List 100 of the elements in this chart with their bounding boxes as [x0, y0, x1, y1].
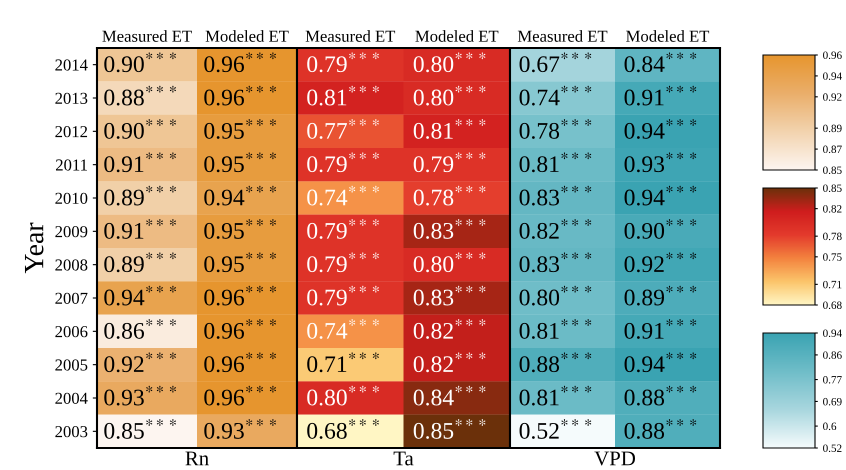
data-label: 0.94$^{***}$ [104, 286, 176, 306]
data-label: 0.80$^{***}$ [414, 252, 486, 272]
data-label: 0.93$^{***}$ [624, 152, 696, 172]
data-label: 0.83$^{***}$ [520, 186, 592, 206]
data-label: 0.74$^{***}$ [307, 186, 379, 206]
data-label: 0.88$^{***}$ [520, 352, 592, 372]
color-bar-label: 0.94 [823, 329, 842, 338]
data-label: 0.95$^{***}$ [204, 152, 276, 172]
data-label: 0.91$^{***}$ [104, 219, 176, 239]
data-label: 0.96$^{***}$ [204, 386, 276, 406]
data-label: 0.89$^{***}$ [624, 286, 696, 306]
color-bar-label: 0.85 [823, 166, 842, 174]
data-label: 0.78$^{***}$ [520, 119, 592, 139]
y-tick-label: 2005 [55, 359, 88, 371]
color-bar-label: 0.82 [823, 205, 842, 213]
data-label: 0.83$^{***}$ [414, 219, 486, 239]
y-tick-label: 2009 [55, 226, 88, 238]
data-label: 0.84$^{***}$ [414, 386, 486, 406]
data-label: 0.80$^{***}$ [414, 86, 486, 106]
data-label: 0.86$^{***}$ [104, 319, 176, 339]
color-bar-label: 0.52 [823, 444, 842, 452]
y-tick-label: 2006 [55, 326, 88, 338]
y-tick-label: 2004 [55, 392, 88, 404]
data-label: 0.95$^{***}$ [204, 252, 276, 272]
color-bar-label: 0.71 [823, 280, 842, 288]
data-label: 0.90$^{***}$ [104, 52, 176, 72]
color-bar-label: 0.96 [823, 51, 842, 60]
data-label: 0.92$^{***}$ [104, 352, 176, 372]
data-label: 0.78$^{***}$ [414, 186, 486, 206]
data-label: 0.83$^{***}$ [414, 286, 486, 306]
data-label: 0.96$^{***}$ [204, 286, 276, 306]
x-axis-title: VPD [594, 452, 636, 466]
data-label: 0.89$^{***}$ [104, 186, 176, 206]
data-label: 0.74$^{***}$ [307, 319, 379, 339]
x-axis-title: Ta [394, 452, 414, 466]
color-bar-label: 0.69 [823, 398, 842, 406]
data-label: 0.96$^{***}$ [204, 52, 276, 72]
data-label: 0.82$^{***}$ [520, 219, 592, 239]
color-bar-label: 0.94 [823, 72, 842, 80]
color-bar-label: 0.6 [823, 422, 836, 430]
data-label: 0.90$^{***}$ [624, 219, 696, 239]
data-label: 0.96$^{***}$ [204, 86, 276, 106]
data-label: 0.88$^{***}$ [624, 419, 696, 439]
x-axis-title: Rn [185, 452, 209, 466]
y-tick-label: 2008 [55, 259, 88, 271]
data-label: 0.91$^{***}$ [624, 319, 696, 339]
data-label: 0.81$^{***}$ [520, 386, 592, 406]
color-bar-label: 0.89 [823, 124, 842, 132]
color-bar-label: 0.75 [823, 253, 842, 261]
data-label: 0.84$^{***}$ [624, 52, 696, 72]
data-label: 0.90$^{***}$ [104, 119, 176, 139]
data-label: 0.79$^{***}$ [307, 252, 379, 272]
data-label: 0.94$^{***}$ [204, 186, 276, 206]
data-label: 0.79$^{***}$ [414, 152, 486, 172]
x-tick-label: Modeled ET [415, 30, 498, 42]
data-label: 0.80$^{***}$ [414, 52, 486, 72]
y-tick-label: 2003 [55, 426, 88, 438]
data-label: 0.79$^{***}$ [307, 286, 379, 306]
data-label: 0.91$^{***}$ [624, 86, 696, 106]
data-label: 0.81$^{***}$ [307, 86, 379, 106]
data-label: 0.96$^{***}$ [204, 319, 276, 339]
data-label: 0.52$^{***}$ [520, 419, 592, 439]
data-label: 0.71$^{***}$ [307, 352, 379, 372]
data-label: 0.74$^{***}$ [520, 86, 592, 106]
data-label: 0.95$^{***}$ [204, 219, 276, 239]
data-label: 0.79$^{***}$ [307, 52, 379, 72]
data-label: 0.94$^{***}$ [624, 119, 696, 139]
data-label: 0.81$^{***}$ [520, 319, 592, 339]
x-tick-label: Measured ET [102, 30, 192, 42]
data-label: 0.88$^{***}$ [104, 86, 176, 106]
data-label: 0.94$^{***}$ [624, 186, 696, 206]
color-bar-label: 0.85 [823, 184, 842, 192]
x-tick-label: Measured ET [518, 30, 608, 42]
data-label: 0.92$^{***}$ [624, 252, 696, 272]
data-label: 0.82$^{***}$ [414, 352, 486, 372]
x-tick-label: Modeled ET [206, 30, 289, 42]
data-label: 0.79$^{***}$ [307, 152, 379, 172]
data-label: 0.88$^{***}$ [624, 386, 696, 406]
y-tick-label: 2011 [56, 159, 87, 171]
data-label: 0.81$^{***}$ [520, 152, 592, 172]
data-label: 0.91$^{***}$ [104, 152, 176, 172]
data-label: 0.89$^{***}$ [104, 252, 176, 272]
color-bar-label: 0.92 [823, 93, 842, 101]
data-label: 0.68$^{***}$ [307, 419, 379, 439]
data-label: 0.77$^{***}$ [307, 119, 379, 139]
data-label: 0.93$^{***}$ [204, 419, 276, 439]
y-tick-label: 2014 [55, 59, 88, 71]
color-bar-label: 0.87 [823, 146, 842, 154]
data-label: 0.95$^{***}$ [204, 119, 276, 139]
y-tick-label: 2007 [55, 292, 88, 304]
y-tick-label: 2013 [55, 92, 88, 104]
data-label: 0.85$^{***}$ [414, 419, 486, 439]
x-tick-label: Modeled ET [626, 30, 710, 42]
y-tick-label: 2010 [55, 192, 88, 204]
color-bar-label: 0.68 [823, 301, 842, 310]
data-label: 0.96$^{***}$ [204, 352, 276, 372]
data-label: 0.85$^{***}$ [104, 419, 176, 439]
y-axis-title: Year [24, 222, 44, 274]
data-label: 0.80$^{***}$ [520, 286, 592, 306]
data-label: 0.94$^{***}$ [624, 352, 696, 372]
